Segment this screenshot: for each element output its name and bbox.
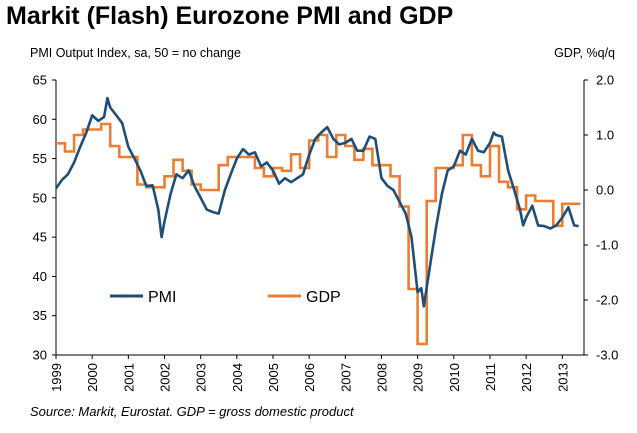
left-tick-label: 45 [33, 230, 47, 245]
legend-gdp-label: GDP [306, 289, 341, 306]
x-tick-label: 2000 [85, 363, 100, 392]
left-axis-label: PMI Output Index, sa, 50 = no change [30, 46, 241, 60]
right-tick-label: 1.0 [596, 128, 614, 143]
left-axis-ticks: 30 35 40 45 50 55 60 65 [33, 73, 56, 363]
plot-frame [55, 80, 585, 356]
x-tick-label: 2008 [374, 363, 389, 392]
x-tick-label: 2013 [555, 363, 570, 392]
right-tick-label: -1.0 [596, 238, 618, 253]
right-axis-ticks: -3.0 -2.0 -1.0 0.0 1.0 2.0 [584, 73, 618, 363]
x-tick-label: 2004 [230, 363, 245, 392]
x-axis-ticks: 1999 2000 2001 2002 2003 2004 2005 2006 2007 2008… [49, 355, 570, 392]
legend-pmi-label: PMI [148, 289, 176, 306]
x-tick-label: 2001 [121, 363, 136, 392]
left-tick-label: 40 [33, 269, 47, 284]
right-tick-label: 2.0 [596, 73, 614, 88]
x-tick-label: 1999 [49, 363, 64, 392]
right-tick-label: -2.0 [596, 293, 618, 308]
series-lines [54, 96, 581, 346]
x-tick-label: 2010 [447, 363, 462, 392]
left-tick-label: 35 [33, 308, 47, 323]
left-tick-label: 30 [33, 348, 47, 363]
pmi-series-line [54, 96, 579, 308]
legend: PMI GDP [110, 289, 341, 306]
x-tick-label: 2009 [411, 363, 426, 392]
x-tick-label: 2005 [266, 363, 281, 392]
x-tick-label: 2006 [302, 363, 317, 392]
x-tick-label: 2002 [157, 363, 172, 392]
x-tick-label: 2007 [338, 363, 353, 392]
left-tick-label: 50 [33, 190, 47, 205]
right-axis-label: GDP, %q/q [554, 46, 615, 60]
left-tick-label: 65 [33, 73, 47, 88]
right-tick-label: 0.0 [596, 183, 614, 198]
x-tick-label: 2003 [194, 363, 209, 392]
right-tick-label: -3.0 [596, 348, 618, 363]
x-tick-label: 2011 [483, 363, 498, 391]
left-tick-label: 60 [33, 112, 47, 127]
chart-title: Markit (Flash) Eurozone PMI and GDP [6, 2, 454, 30]
source-note: Source: Markit, Eurostat. GDP = gross do… [30, 404, 354, 419]
left-tick-label: 55 [33, 151, 47, 166]
x-tick-label: 2012 [519, 363, 534, 392]
